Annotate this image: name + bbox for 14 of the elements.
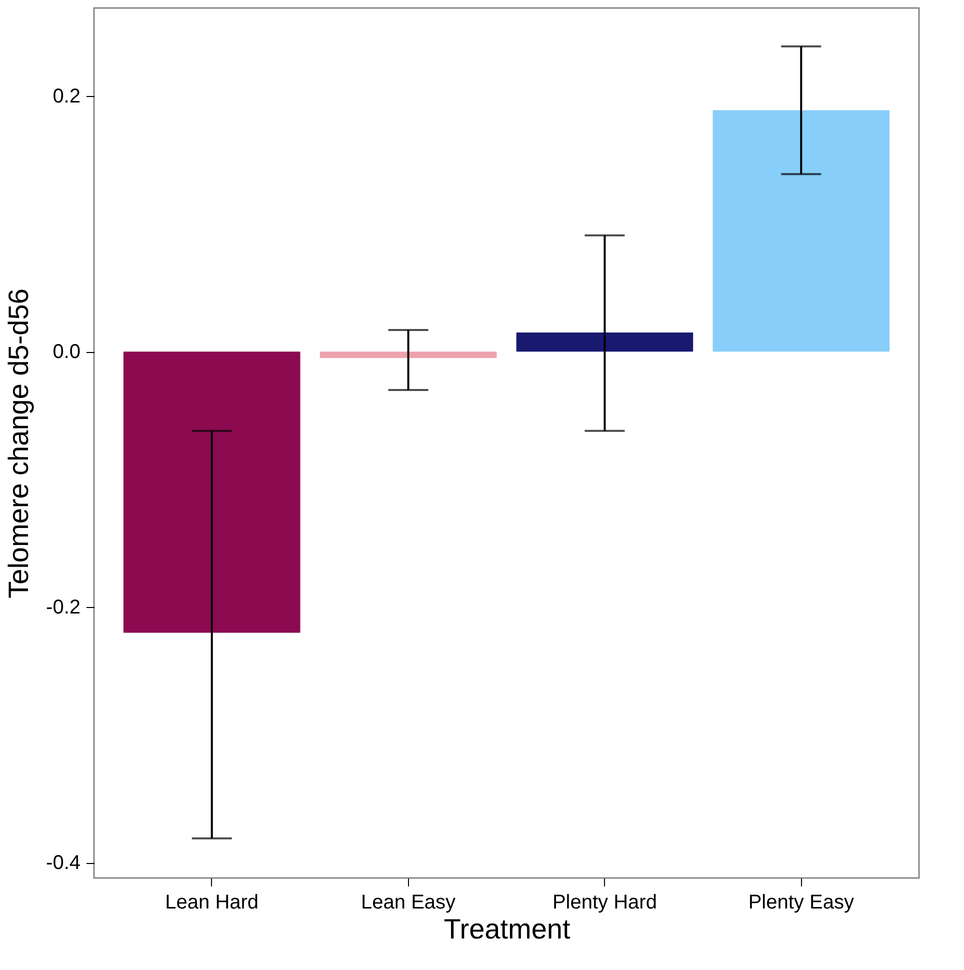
bar [712, 110, 890, 352]
y-tick-label: -0.4 [46, 852, 80, 874]
y-tick-label: 0.0 [52, 341, 80, 364]
y-tick-label: 0.2 [52, 86, 80, 108]
x-tick-label: Lean Easy [361, 892, 456, 914]
bar [123, 352, 300, 633]
bar [516, 332, 694, 352]
x-axis-title: Treatment [444, 914, 570, 944]
x-tick-label: Plenty Easy [748, 892, 854, 914]
x-tick-label: Lean Hard [165, 892, 259, 914]
bar [320, 352, 497, 358]
y-axis-title: Telomere change d5-d56 [3, 288, 34, 598]
x-tick-label: Plenty Hard [552, 892, 657, 914]
y-tick-label: -0.2 [46, 596, 80, 619]
